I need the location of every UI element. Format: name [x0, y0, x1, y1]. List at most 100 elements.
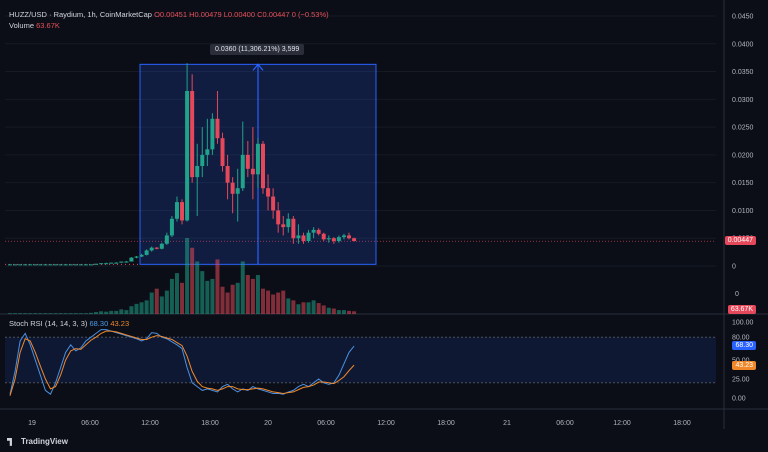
volume-bar — [250, 278, 255, 314]
volume-bar — [73, 313, 78, 314]
candle-body — [149, 247, 154, 251]
candle-body — [321, 233, 326, 240]
candle-body — [331, 238, 336, 241]
candle-body — [296, 235, 301, 239]
candle-body — [154, 247, 159, 249]
change-value: 0 (−0.53%) — [291, 10, 329, 19]
volume-bar — [119, 309, 124, 314]
volume-bar — [180, 282, 185, 314]
volume-bar — [149, 292, 154, 314]
volume-bar — [78, 313, 83, 314]
volume-bar — [266, 290, 271, 314]
time-tick-label: 18:00 — [673, 420, 691, 427]
candle-body — [109, 262, 114, 264]
candle-body — [114, 262, 119, 264]
candle-body — [301, 235, 306, 241]
time-tick-label: 12:00 — [613, 420, 631, 427]
candle-body — [316, 229, 321, 234]
volume-label: Volume — [9, 21, 35, 30]
rsi-tick-label: 25.00 — [732, 377, 750, 384]
rsi-legend: Stoch RSI (14, 14, 3, 3) 68.30 43.23 — [9, 319, 129, 328]
volume-bar — [235, 282, 240, 314]
candle-body — [210, 118, 215, 150]
price-tick-label: 0.0300 — [732, 97, 754, 104]
volume-bar — [28, 313, 33, 314]
rsi-k-tag: 68.30 — [732, 341, 756, 350]
volume-legend: Volume 63.67K — [9, 21, 60, 30]
volume-bar — [271, 294, 276, 314]
volume-bar — [83, 313, 88, 314]
volume-bar — [240, 261, 245, 314]
volume-bar — [195, 261, 200, 314]
volume-bar — [190, 247, 195, 314]
candle-body — [245, 154, 250, 169]
chart-legend-symbol: HUZZ/USD · Raydium, 1h, CoinMarketCap O0… — [9, 10, 329, 19]
candle-body — [73, 264, 78, 266]
time-tick-label: 18:00 — [201, 420, 219, 427]
volume-bar — [245, 275, 250, 314]
volume-bar — [68, 313, 73, 314]
volume-bar — [174, 273, 179, 314]
measure-label: 0.0360 (11,306.21%) 3,599 — [210, 44, 305, 55]
volume-bar — [38, 313, 43, 314]
close-value: C0.00447 — [257, 10, 290, 19]
candle-body — [88, 264, 93, 266]
candle-body — [250, 168, 255, 175]
high-value: H0.00479 — [189, 10, 222, 19]
volume-axis-label: 0 — [735, 291, 739, 298]
volume-bar — [169, 278, 174, 314]
time-tick-label: 06:00 — [81, 420, 99, 427]
volume-bar — [230, 284, 235, 314]
rsi-k-value: 68.30 — [89, 319, 109, 328]
volume-bar — [129, 306, 134, 314]
volume-bar — [159, 296, 164, 314]
rsi-tick-label: 80.00 — [732, 335, 750, 342]
candle-body — [164, 235, 169, 244]
volume-tag: 63.67K — [727, 305, 756, 314]
rsi-tick-label: 100.00 — [732, 320, 754, 327]
rsi-tick-label: 0.00 — [732, 396, 746, 403]
tradingview-logo[interactable]: TradingView — [7, 437, 68, 446]
candle-body — [174, 202, 179, 219]
volume-bar — [311, 300, 316, 314]
volume-bar — [109, 310, 114, 314]
volume-bar — [326, 307, 331, 314]
volume-bar — [301, 302, 306, 314]
time-tick-label: 12:00 — [141, 420, 159, 427]
volume-bar — [220, 286, 225, 314]
rsi-d-value: 43.23 — [110, 319, 130, 328]
rsi-band — [5, 337, 716, 383]
candle-body — [291, 218, 296, 239]
candle-body — [347, 235, 352, 239]
candle-body — [185, 91, 190, 221]
candle-body — [255, 143, 260, 175]
volume-bar — [139, 302, 144, 314]
volume-bar — [291, 300, 296, 314]
volume-bar — [347, 310, 352, 314]
candle-body — [220, 138, 225, 166]
candle-body — [352, 238, 357, 241]
price-tick-label: 0.0100 — [732, 208, 754, 215]
candle-body — [8, 264, 12, 266]
volume-bar — [144, 300, 149, 314]
price-tick-label: 0.0450 — [732, 14, 754, 21]
volume-bar — [114, 310, 119, 314]
candle-body — [99, 263, 104, 265]
candle-body — [235, 188, 240, 194]
candle-body — [281, 224, 286, 228]
candle-body — [13, 264, 18, 266]
volume-bar — [210, 278, 215, 314]
low-value: L0.00400 — [223, 10, 256, 19]
candle-body — [261, 143, 265, 189]
volume-bar — [124, 310, 129, 314]
candle-body — [94, 263, 99, 265]
candle-body — [78, 264, 83, 266]
candle-body — [190, 91, 195, 178]
volume-bar — [341, 310, 346, 314]
volume-bar — [331, 308, 336, 314]
volume-bar — [18, 313, 23, 314]
candle-body — [200, 154, 205, 166]
candle-body — [240, 154, 245, 189]
candle-body — [271, 196, 276, 211]
